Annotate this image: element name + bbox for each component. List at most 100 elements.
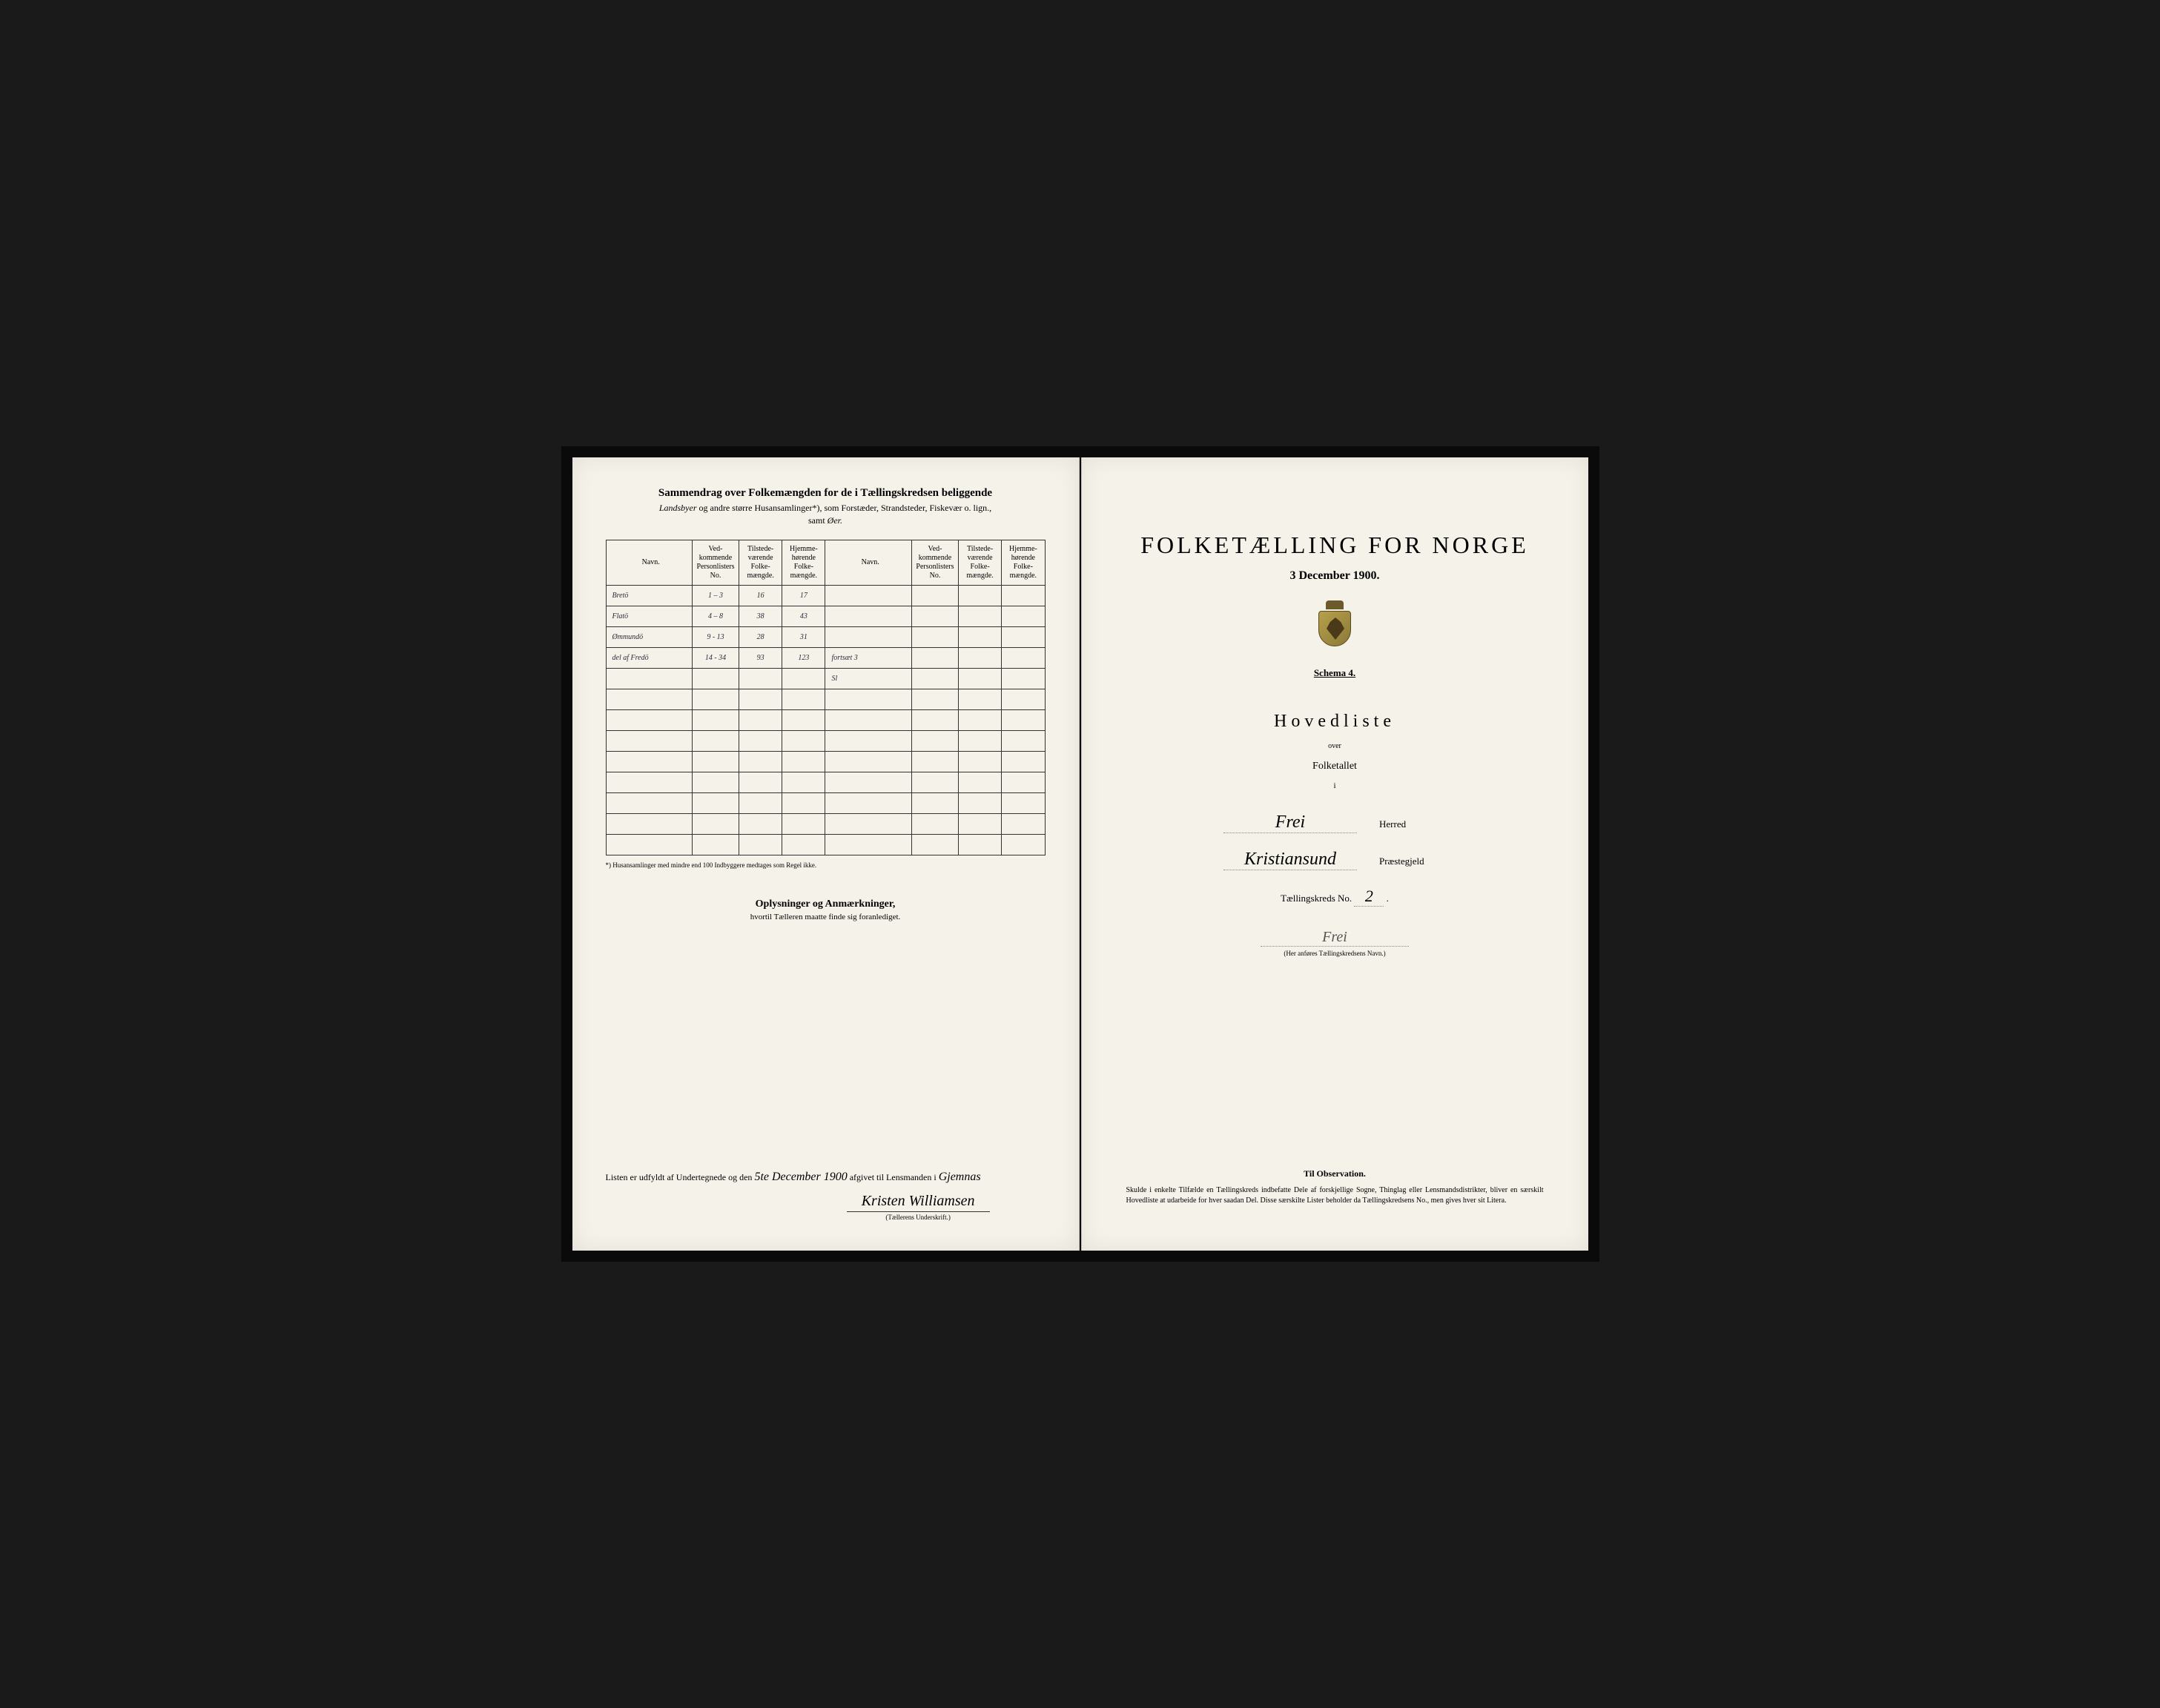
cell-note: Sl (825, 669, 911, 689)
cell-empty (1002, 627, 1045, 648)
cell-lists: 9 - 13 (692, 627, 739, 648)
cell-empty (911, 731, 958, 752)
col-name-1: Navn. (606, 540, 692, 586)
cell-empty (1002, 814, 1045, 835)
cell-empty (911, 793, 958, 814)
cell-empty (825, 772, 911, 793)
cell-empty (739, 689, 782, 710)
cell-empty (959, 793, 1002, 814)
cell-empty (1002, 710, 1045, 731)
cell-lists: 4 – 8 (692, 606, 739, 627)
kreds-row: Tællingskreds No. 2 . (1115, 887, 1555, 907)
cell-empty (606, 772, 692, 793)
left-title: Sammendrag over Folkemængden for de i Tæ… (606, 487, 1046, 500)
table-body: Bretö 1 – 3 16 17 Flatö 4 – 8 38 43 Ømmu (606, 586, 1045, 855)
praestegjeld-row: Kristiansund Præstegjeld (1115, 850, 1555, 870)
cell-empty (959, 669, 1002, 689)
cell-empty (1002, 586, 1045, 606)
cell-empty (1002, 793, 1045, 814)
table-row (606, 814, 1045, 835)
cell-empty (1002, 606, 1045, 627)
table-row (606, 793, 1045, 814)
col-lists-2: Ved-kommende Personlisters No. (911, 540, 958, 586)
cell-empty (825, 793, 911, 814)
submit-date: 5te December 1900 (754, 1171, 847, 1183)
cell-empty (739, 835, 782, 855)
cell-empty (911, 752, 958, 772)
right-page: FOLKETÆLLING FOR NORGE 3 December 1900. … (1081, 457, 1588, 1251)
over-label: over (1115, 742, 1555, 750)
cell-name: Bretö (606, 586, 692, 606)
cell-resident: 31 (782, 627, 825, 648)
cell-empty (959, 772, 1002, 793)
col-name-2: Navn. (825, 540, 911, 586)
signature: Kristen Williamsen (847, 1193, 990, 1212)
cell-empty (782, 710, 825, 731)
oplys-sub: hvortil Tælleren maatte finde sig foranl… (606, 913, 1046, 921)
submit-place: Gjemnas (939, 1171, 981, 1183)
cell-note (825, 586, 911, 606)
cell-empty (692, 772, 739, 793)
cell-empty (782, 793, 825, 814)
cell-empty (692, 731, 739, 752)
table-row: del af Fredö 14 - 34 93 123 fortsæt 3 (606, 648, 1045, 669)
schema-label: Schema 4. (1115, 667, 1555, 679)
table-row: Bretö 1 – 3 16 17 (606, 586, 1045, 606)
kreds-name: Frei (1261, 929, 1409, 947)
cell-empty (1002, 648, 1045, 669)
submit-rest: afgivet til Lensmanden i (850, 1172, 939, 1182)
coat-of-arms-icon (1316, 600, 1353, 645)
lion-icon (1327, 618, 1344, 640)
i-label: i (1115, 781, 1555, 790)
cell-empty (692, 669, 739, 689)
table-row (606, 835, 1045, 855)
cell-empty (825, 710, 911, 731)
cell-empty (782, 814, 825, 835)
obs-title: Til Observation. (1126, 1168, 1544, 1179)
cell-lists: 14 - 34 (692, 648, 739, 669)
left-page: Sammendrag over Folkemængden for de i Tæ… (572, 457, 1080, 1251)
cell-empty (739, 793, 782, 814)
cell-empty (606, 689, 692, 710)
cell-empty (606, 752, 692, 772)
col-resident-1: Hjemme-hørende Folke-mængde. (782, 540, 825, 586)
table-row (606, 731, 1045, 752)
cell-note (825, 627, 911, 648)
left-subtitle-rest: og andre større Husansamlinger*), som Fo… (697, 503, 992, 513)
cell-empty (959, 627, 1002, 648)
cell-empty (1002, 835, 1045, 855)
herred-row: Frei Herred (1115, 812, 1555, 833)
left-subtitle-em: Landsbyer (659, 503, 697, 513)
table-row (606, 752, 1045, 772)
submit-prefix: Listen er udfyldt af Undertegnede og den (606, 1172, 755, 1182)
date-line: 3 December 1900. (1115, 569, 1555, 583)
cell-empty (911, 835, 958, 855)
left-subtitle2: samt Øer. (606, 515, 1046, 526)
hovedliste-title: Hovedliste (1115, 712, 1555, 732)
herred-label: Herred (1379, 818, 1446, 830)
col-present-2: Tilstede-værende Folke-mængde. (959, 540, 1002, 586)
cell-empty (1002, 772, 1045, 793)
cell-empty (782, 835, 825, 855)
table-row (606, 710, 1045, 731)
cell-present: 38 (739, 606, 782, 627)
census-table: Navn. Ved-kommende Personlisters No. Til… (606, 540, 1046, 855)
book-spread: Sammendrag over Folkemængden for de i Tæ… (561, 446, 1599, 1262)
cell-empty (911, 689, 958, 710)
col-lists-1: Ved-kommende Personlisters No. (692, 540, 739, 586)
cell-note: fortsæt 3 (825, 648, 911, 669)
sig-label: (Tællerens Underskrift.) (847, 1214, 990, 1221)
cell-empty (959, 689, 1002, 710)
cell-empty (825, 814, 911, 835)
kreds-label: Tællingskreds No. (1281, 893, 1352, 904)
signature-block: Kristen Williamsen (Tællerens Underskrif… (847, 1193, 990, 1221)
cell-empty (959, 710, 1002, 731)
col-resident-2: Hjemme-hørende Folke-mængde. (1002, 540, 1045, 586)
cell-empty (692, 793, 739, 814)
table-row: Flatö 4 – 8 38 43 (606, 606, 1045, 627)
cell-empty (782, 669, 825, 689)
cell-empty (825, 731, 911, 752)
cell-empty (959, 835, 1002, 855)
cell-empty (1002, 689, 1045, 710)
cell-name: Flatö (606, 606, 692, 627)
